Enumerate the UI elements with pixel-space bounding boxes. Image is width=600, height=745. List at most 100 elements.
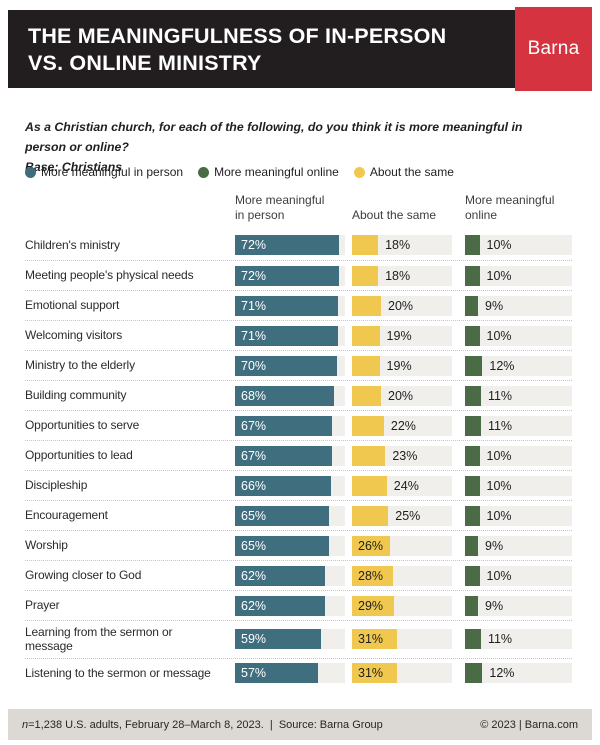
online-bar [465, 415, 481, 436]
category-label: Building community [25, 388, 127, 403]
online-bar-track: 10% [465, 265, 572, 286]
table-row: Building community 68% 20% 11% [25, 380, 572, 410]
about-same-cell: 29% [352, 595, 465, 616]
about-same-bar: 31% [352, 629, 397, 650]
online-cell: 10% [465, 475, 572, 496]
about-same-bar-track: 28% [352, 565, 452, 586]
online-bar [465, 295, 479, 316]
value-label: 67% [241, 448, 267, 463]
about-same-cell: 18% [352, 235, 465, 255]
online-bar-track: 12% [465, 663, 572, 684]
category-label: Encouragement [25, 508, 108, 523]
online-bar-track: 10% [465, 445, 572, 466]
in-person-bar-track: 57% [235, 663, 345, 684]
about-same-cell: 31% [352, 663, 465, 684]
value-label: 65% [241, 508, 267, 523]
about-same-bar [352, 505, 389, 526]
value-label: 11% [487, 418, 513, 433]
value-label: 28% [358, 568, 384, 583]
value-label: 11% [487, 632, 513, 647]
column-headers: More meaningful in person About the same… [25, 193, 572, 230]
online-cell: 10% [465, 235, 572, 255]
table-row: Worship 65% 26% 9% [25, 530, 572, 560]
value-label: 57% [241, 666, 267, 681]
online-bar [465, 505, 480, 526]
column-header-about-same: About the same [352, 208, 437, 222]
category-label: Children's ministry [25, 237, 120, 252]
value-label: 72% [241, 238, 267, 252]
about-same-bar-track: 31% [352, 629, 452, 650]
online-bar [465, 475, 480, 496]
sample-n: n [22, 718, 29, 731]
value-label: 10% [486, 568, 512, 583]
value-label: 11% [487, 388, 513, 403]
in-person-cell: 62% [235, 595, 352, 616]
in-person-cell: 71% [235, 295, 352, 316]
about-same-bar [352, 265, 379, 286]
in-person-bar: 62% [235, 595, 325, 616]
in-person-bar: 72% [235, 235, 340, 255]
online-bar-track: 11% [465, 629, 572, 650]
legend-label: About the same [369, 165, 454, 179]
about-same-bar [352, 415, 384, 436]
category-label: Learning from the sermon or message [25, 625, 173, 654]
online-cell: 11% [465, 629, 572, 650]
about-same-bar: 29% [352, 595, 395, 616]
value-label: 22% [390, 418, 416, 433]
value-label: 20% [388, 298, 414, 313]
legend-item-in-person: More meaningful in person [25, 165, 183, 179]
online-bar [465, 445, 480, 466]
in-person-bar: 71% [235, 295, 338, 316]
about-same-bar-track: 18% [352, 235, 452, 255]
footer-bar: n=1,238 U.S. adults, February 28–March 8… [8, 709, 592, 740]
about-same-bar-track: 25% [352, 505, 452, 526]
value-label: 9% [485, 598, 504, 613]
online-cell: 10% [465, 505, 572, 526]
value-label: 70% [241, 358, 267, 373]
online-bar-track: 11% [465, 415, 572, 436]
value-label: 62% [241, 568, 267, 583]
legend-item-about-same: About the same [353, 165, 454, 179]
value-label: 65% [241, 538, 267, 553]
in-person-bar-track: 71% [235, 295, 345, 316]
in-person-cell: 66% [235, 475, 352, 496]
about-same-bar [352, 235, 379, 255]
value-label: 10% [486, 238, 512, 252]
about-same-bar-track: 29% [352, 595, 452, 616]
table-row: Children's ministry 72% 18% 10% [25, 230, 572, 260]
about-same-cell: 25% [352, 505, 465, 526]
about-same-cell: 20% [352, 385, 465, 406]
column-header-in-person: More meaningful in person [235, 193, 325, 222]
online-bar-track: 10% [465, 505, 572, 526]
about-same-bar-track: 26% [352, 535, 452, 556]
about-same-cell: 23% [352, 445, 465, 466]
value-label: 10% [486, 268, 512, 283]
about-same-cell: 20% [352, 295, 465, 316]
in-person-bar: 59% [235, 629, 321, 650]
value-label: 12% [489, 358, 515, 373]
category-label: Meeting people's physical needs [25, 268, 194, 283]
barna-logo: Barna [515, 7, 592, 91]
legend: More meaningful in person More meaningfu… [25, 165, 454, 179]
header-bar: THE MEANINGFULNESS OF IN-PERSON VS. ONLI… [8, 7, 592, 91]
about-same-bar [352, 325, 380, 346]
about-same-bar [352, 295, 381, 316]
category-label: Worship [25, 538, 68, 553]
in-person-bar: 71% [235, 325, 338, 346]
about-same-bar-track: 22% [352, 415, 452, 436]
about-same-bar [352, 475, 387, 496]
in-person-bar: 72% [235, 265, 340, 286]
footnote: n=1,238 U.S. adults, February 28–March 8… [22, 719, 386, 731]
in-person-bar: 65% [235, 535, 330, 556]
in-person-bar-track: 62% [235, 595, 345, 616]
value-label: 72% [241, 268, 267, 283]
value-label: 31% [358, 666, 384, 681]
about-same-cell: 22% [352, 415, 465, 436]
online-bar-track: 9% [465, 535, 572, 556]
online-cell: 12% [465, 355, 572, 376]
in-person-bar: 62% [235, 565, 325, 586]
about-same-bar-track: 19% [352, 355, 452, 376]
value-label: 9% [485, 538, 504, 553]
in-person-bar-track: 72% [235, 235, 345, 255]
copyright: © 2023 | Barna.com [480, 718, 578, 731]
